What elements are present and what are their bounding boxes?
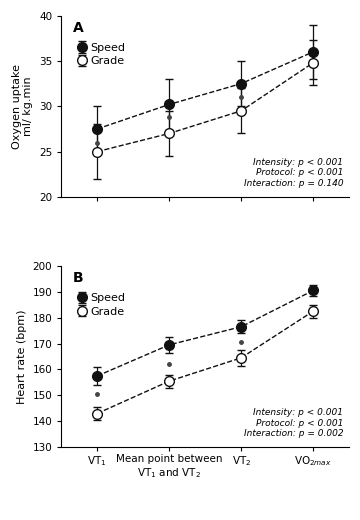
Text: Intensity: p < 0.001
Protocol: p < 0.001
Interaction: p = 0.140: Intensity: p < 0.001 Protocol: p < 0.001… [244,158,343,188]
Text: A: A [73,21,84,35]
Legend: Speed, Grade: Speed, Grade [78,293,126,317]
Text: B: B [73,271,84,285]
Y-axis label: Oxygen uptake
ml/ kg.min: Oxygen uptake ml/ kg.min [12,64,33,149]
Legend: Speed, Grade: Speed, Grade [78,43,126,66]
Y-axis label: Heart rate (bpm): Heart rate (bpm) [17,309,27,404]
Text: Intensity: p < 0.001
Protocol: p < 0.001
Interaction: p = 0.002: Intensity: p < 0.001 Protocol: p < 0.001… [244,408,343,438]
